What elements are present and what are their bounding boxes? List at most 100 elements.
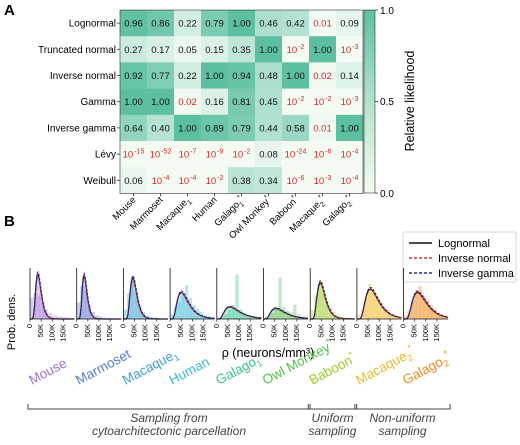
heatmap-cell: [201, 167, 229, 194]
heatmap-row-label: Lévy: [95, 150, 116, 161]
histogram-bar: [235, 274, 239, 319]
heatmap-cell-value: 0.16: [205, 97, 224, 108]
colorbar: 1.0 0.5 0.0 Relative likelihood: [363, 6, 417, 200]
heatmap-cell: [147, 36, 175, 63]
heatmap-cell: [228, 114, 256, 142]
curve-inverse-gamma: [263, 307, 308, 320]
histogram-bar: [263, 317, 267, 319]
heatmap-cell-value: 0.14: [340, 71, 359, 82]
histogram-bar: [253, 317, 258, 319]
heatmap-cell: [120, 141, 148, 168]
x-tick-label: 50K: [83, 324, 92, 337]
histogram-bar: [231, 304, 236, 319]
histogram-bar: [184, 285, 189, 319]
heatmap-cell: [336, 114, 364, 142]
histogram-bar: [52, 315, 56, 319]
heatmap-cell-value: 0.40: [151, 123, 170, 134]
histogram-bar: [343, 317, 347, 319]
colorbar-tick-1: 1.0: [380, 6, 394, 17]
x-tick-label: 100K: [421, 324, 430, 342]
legend-label-lognormal: Lognormal: [438, 238, 490, 250]
density-area: [216, 307, 262, 319]
histogram-bar: [444, 316, 448, 319]
heatmap-cell: [255, 62, 283, 89]
histogram-bar: [403, 315, 408, 319]
x-tick-label: 150K: [245, 324, 254, 342]
heatmap-cell-value: 10-4: [341, 149, 359, 161]
x-tick-label: 0: [118, 324, 127, 328]
heatmap-row-label: Truncated normal: [38, 45, 116, 56]
density-xlabel: ρ (neurons/mm³): [222, 346, 315, 360]
x-tick-label: 100K: [374, 324, 383, 342]
heatmap-cell: [201, 10, 229, 37]
heatmap-cell: [201, 88, 229, 116]
histogram-bar: [246, 315, 250, 319]
heatmap-cell-value: 0.27: [124, 45, 143, 56]
heatmap-cell-value: 0.08: [259, 150, 278, 161]
heatmap-cell: [336, 62, 364, 89]
heatmap-cell: [120, 62, 148, 89]
heatmap-cell-value: 0.92: [124, 71, 143, 82]
heatmap: Lognormal 0.96 0.86 0.22 0.79 1.00 0.46 0.42 0.0…: [38, 9, 364, 241]
density-area: [403, 292, 449, 319]
density-panels: 0 50K 100K 150K 0 50K 100K 150K 0 50K 100K 150K 0 50K…: [25, 268, 449, 342]
heatmap-cell-value: 10-7: [179, 149, 197, 161]
heatmap-cell-value: 0.81: [232, 97, 251, 108]
heatmap-cell-value: 10-2: [314, 96, 332, 108]
histogram-bar: [422, 295, 426, 319]
curve-inverse-gamma: [356, 287, 402, 320]
histogram-bar: [436, 313, 441, 319]
histogram-bar: [80, 286, 84, 319]
heatmap-cell: [120, 167, 148, 194]
heatmap-cell: [282, 141, 310, 168]
group-label: Uniform: [311, 411, 353, 425]
heatmap-cell-value: 0.15: [205, 45, 224, 56]
histogram-bar: [239, 309, 243, 319]
heatmap-cell-value: 1.00: [178, 123, 197, 134]
heatmap-cell: [201, 141, 229, 168]
x-tick-label: 150K: [198, 324, 207, 342]
heatmap-cell: [255, 10, 283, 37]
histogram-bar: [134, 293, 138, 319]
heatmap-cell-value: 0.09: [340, 19, 359, 30]
heatmap-cell: [336, 88, 364, 116]
histogram-bar: [278, 277, 282, 319]
heatmap-cell-value: 10-6: [314, 149, 332, 161]
histogram-bar: [285, 310, 290, 319]
heatmap-cell: [309, 36, 337, 63]
group-label: Non-uniform: [369, 411, 435, 425]
group-label: Sampling from: [130, 411, 207, 425]
histogram-bar: [91, 311, 95, 319]
density-area: [310, 283, 355, 319]
histogram-bar: [433, 308, 437, 319]
heatmap-cell: [228, 141, 256, 168]
histogram-bar: [224, 314, 228, 319]
density-panel: 0 50K 100K 150K: [305, 268, 355, 342]
density-ylabel: Prob. dens.: [6, 294, 18, 350]
histogram-bar: [67, 317, 71, 319]
curve-inverse-normal: [170, 291, 215, 320]
histogram-bar: [425, 300, 430, 319]
density-panel: 0 50K 100K 150K: [399, 268, 449, 342]
histogram-bar: [382, 307, 387, 319]
curve-inverse-gamma: [216, 305, 262, 320]
heatmap-cell: [228, 62, 256, 89]
x-tick-label: 0: [72, 324, 81, 328]
x-tick-label: 50K: [176, 324, 185, 337]
heatmap-cell-value: 0.17: [151, 45, 170, 56]
colorbar-label: Relative likelihood: [403, 51, 417, 152]
curve-inverse-normal: [356, 287, 402, 320]
x-tick-label: 0: [25, 324, 34, 328]
histogram-bar: [95, 315, 99, 319]
curve-inverse-gamma: [403, 290, 449, 320]
heatmap-cell-value: 1.00: [259, 45, 278, 56]
histogram-bar: [59, 316, 64, 319]
histogram-bar: [296, 314, 301, 319]
heatmap-cell-value: 10-2: [287, 44, 305, 56]
heatmap-cell: [228, 36, 256, 63]
histogram-bar: [321, 290, 325, 319]
heatmap-cell-value: 10-24: [285, 149, 307, 161]
heatmap-cell: [228, 88, 256, 116]
histogram-bar: [386, 310, 390, 319]
heatmap-row-label: Lognormal: [69, 19, 116, 30]
